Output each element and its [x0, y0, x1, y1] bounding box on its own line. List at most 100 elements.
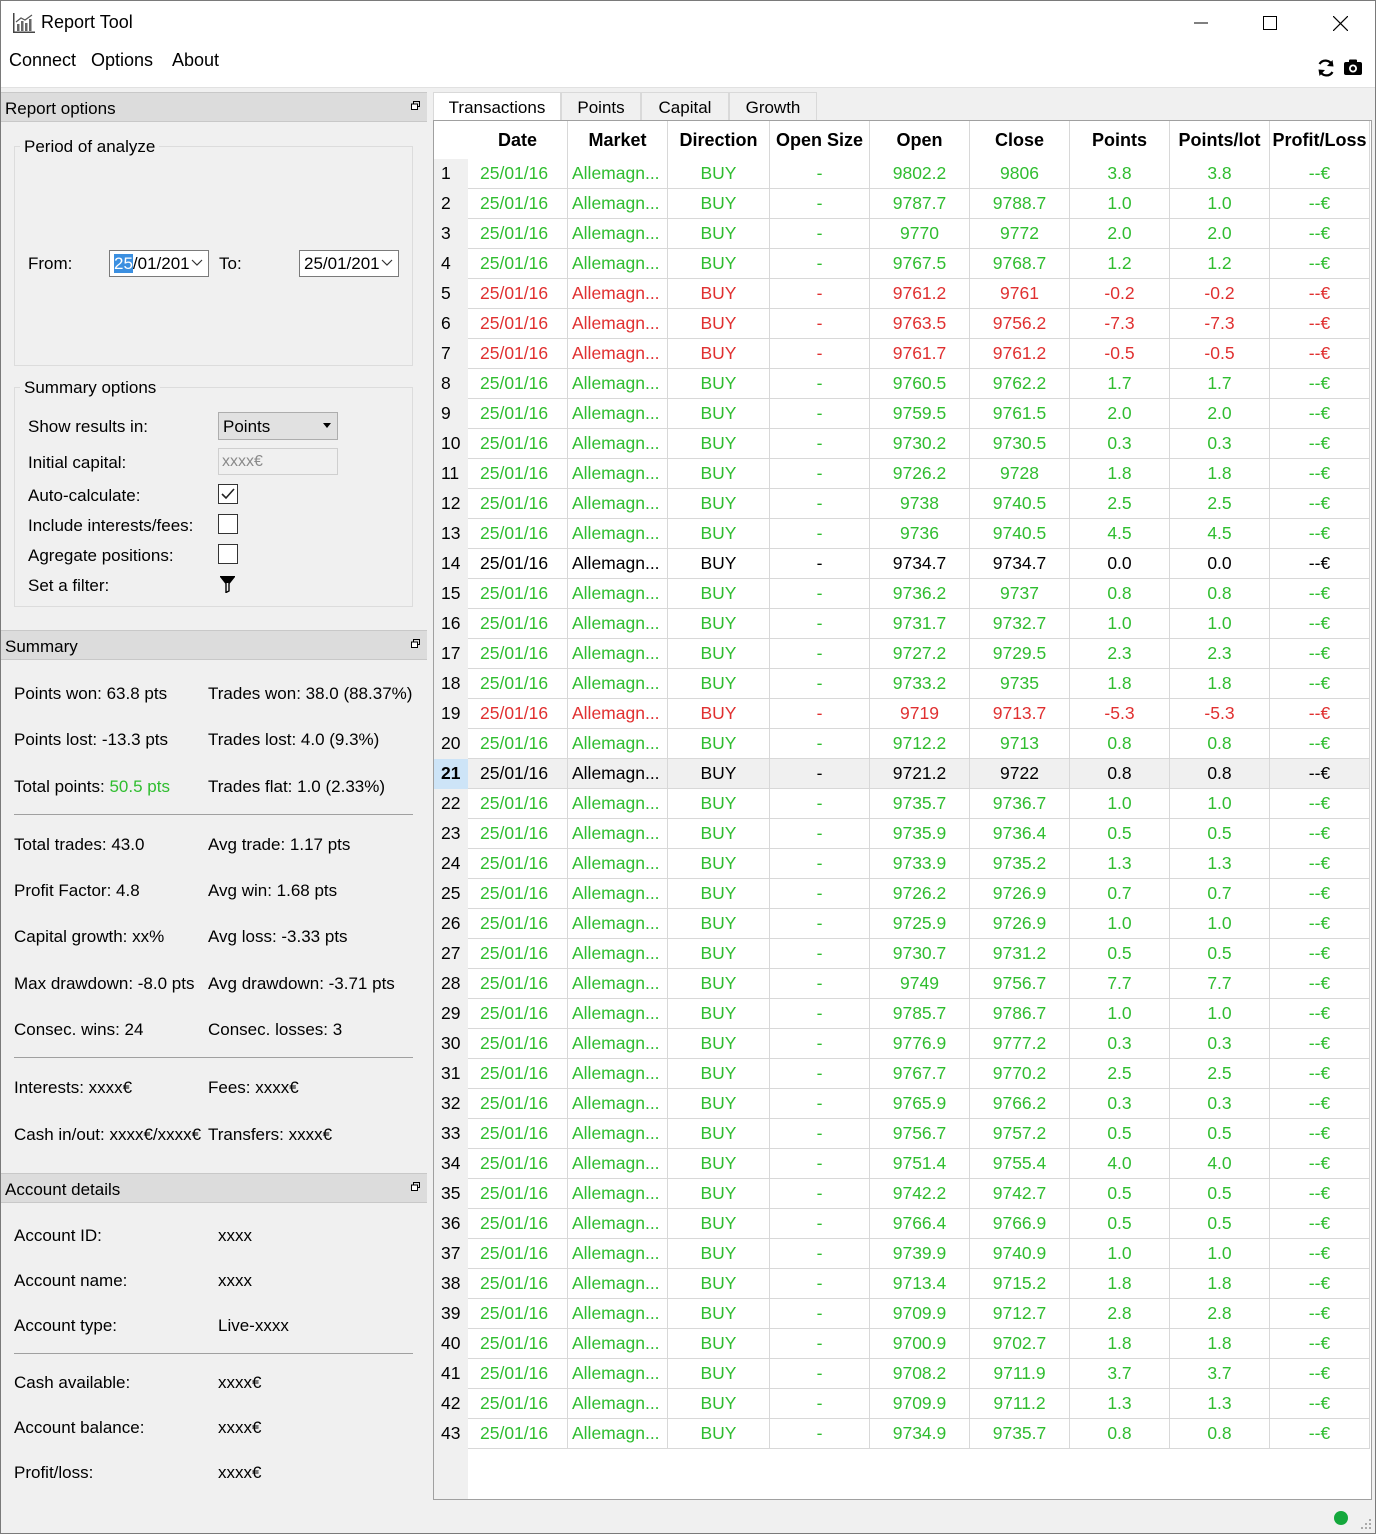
- cell-market[interactable]: Allemagn...: [568, 999, 668, 1029]
- close-button[interactable]: [1306, 0, 1374, 46]
- cell-close[interactable]: 9740.5: [970, 519, 1070, 549]
- cell-open[interactable]: 9733.2: [870, 669, 970, 699]
- row-number[interactable]: 43: [434, 1419, 468, 1449]
- cell-open-size[interactable]: -: [770, 1059, 870, 1089]
- row-number[interactable]: 31: [434, 1059, 468, 1089]
- cell-close[interactable]: 9702.7: [970, 1329, 1070, 1359]
- table-row[interactable]: 1 25/01/16 Allemagn... BUY -9802.2 9806 3.8 3.8…: [434, 159, 1370, 189]
- float-icon[interactable]: [411, 1182, 420, 1191]
- cell-market[interactable]: Allemagn...: [568, 1359, 668, 1389]
- cell-points[interactable]: 0.3: [1070, 1089, 1170, 1119]
- cell-date[interactable]: 25/01/16: [468, 549, 568, 579]
- cell-points[interactable]: -7.3: [1070, 309, 1170, 339]
- table-row[interactable]: 26 25/01/16 Allemagn... BUY -9725.9 9726.9 1.0…: [434, 909, 1370, 939]
- table-row[interactable]: 37 25/01/16 Allemagn... BUY -9739.9 9740.9 1.0…: [434, 1239, 1370, 1269]
- cell-close[interactable]: 9768.7: [970, 249, 1070, 279]
- cell-market[interactable]: Allemagn...: [568, 1389, 668, 1419]
- cell-market[interactable]: Allemagn...: [568, 609, 668, 639]
- cell-open-size[interactable]: -: [770, 1389, 870, 1419]
- table-row[interactable]: 42 25/01/16 Allemagn... BUY -9709.9 9711.2 1.3…: [434, 1389, 1370, 1419]
- cell-open[interactable]: 9730.2: [870, 429, 970, 459]
- cell-profit-loss[interactable]: --€: [1270, 1029, 1370, 1059]
- row-number[interactable]: 28: [434, 969, 468, 999]
- cell-market[interactable]: Allemagn...: [568, 1149, 668, 1179]
- cell-open-size[interactable]: -: [770, 249, 870, 279]
- cell-points-per-lot[interactable]: 0.5: [1170, 1209, 1270, 1239]
- cell-close[interactable]: 9756.2: [970, 309, 1070, 339]
- cell-open[interactable]: 9719: [870, 699, 970, 729]
- cell-open-size[interactable]: -: [770, 519, 870, 549]
- cell-close[interactable]: 9735.2: [970, 849, 1070, 879]
- cell-points[interactable]: -0.5: [1070, 339, 1170, 369]
- table-row[interactable]: 31 25/01/16 Allemagn... BUY -9767.7 9770.2 2.5…: [434, 1059, 1370, 1089]
- row-number[interactable]: 40: [434, 1329, 468, 1359]
- cell-date[interactable]: 25/01/16: [468, 699, 568, 729]
- cell-points-per-lot[interactable]: 0.3: [1170, 1089, 1270, 1119]
- cell-points-per-lot[interactable]: 0.8: [1170, 1419, 1270, 1449]
- row-number[interactable]: 16: [434, 609, 468, 639]
- show-results-select[interactable]: Points: [218, 412, 338, 440]
- cell-market[interactable]: Allemagn...: [568, 819, 668, 849]
- cell-points[interactable]: 0.3: [1070, 1029, 1170, 1059]
- auto-calculate-checkbox[interactable]: [218, 484, 238, 504]
- cell-points-per-lot[interactable]: 1.0: [1170, 789, 1270, 819]
- to-date-field[interactable]: 25/01/201: [299, 250, 399, 277]
- cell-points[interactable]: 1.8: [1070, 1329, 1170, 1359]
- cell-close[interactable]: 9726.9: [970, 909, 1070, 939]
- cell-open-size[interactable]: -: [770, 459, 870, 489]
- table-row[interactable]: 10 25/01/16 Allemagn... BUY -9730.2 9730.5 0.3…: [434, 429, 1370, 459]
- cell-date[interactable]: 25/01/16: [468, 279, 568, 309]
- table-row[interactable]: 25 25/01/16 Allemagn... BUY -9726.2 9726.9 0.7…: [434, 879, 1370, 909]
- cell-points-per-lot[interactable]: 0.8: [1170, 759, 1270, 789]
- row-number[interactable]: 7: [434, 339, 468, 369]
- cell-direction[interactable]: BUY: [668, 1239, 770, 1269]
- cell-points[interactable]: 1.3: [1070, 1389, 1170, 1419]
- float-icon[interactable]: [411, 639, 420, 648]
- cell-close[interactable]: 9806: [970, 159, 1070, 189]
- cell-open-size[interactable]: -: [770, 999, 870, 1029]
- cell-profit-loss[interactable]: --€: [1270, 909, 1370, 939]
- cell-profit-loss[interactable]: --€: [1270, 1149, 1370, 1179]
- cell-points-per-lot[interactable]: 1.0: [1170, 999, 1270, 1029]
- row-number[interactable]: 24: [434, 849, 468, 879]
- cell-direction[interactable]: BUY: [668, 609, 770, 639]
- cell-profit-loss[interactable]: --€: [1270, 1359, 1370, 1389]
- table-row[interactable]: 14 25/01/16 Allemagn... BUY -9734.7 9734.7 0.0…: [434, 549, 1370, 579]
- cell-date[interactable]: 25/01/16: [468, 1329, 568, 1359]
- column-header-open[interactable]: Open: [870, 121, 970, 159]
- cell-points-per-lot[interactable]: 0.8: [1170, 729, 1270, 759]
- cell-open-size[interactable]: -: [770, 579, 870, 609]
- resize-grip-icon[interactable]: [1360, 1518, 1372, 1530]
- cell-points[interactable]: 2.5: [1070, 489, 1170, 519]
- cell-open-size[interactable]: -: [770, 1119, 870, 1149]
- cell-direction[interactable]: BUY: [668, 639, 770, 669]
- table-row[interactable]: 21 25/01/16 Allemagn... BUY -9721.2 9722 0.8 0.…: [434, 759, 1370, 789]
- cell-open[interactable]: 9736.2: [870, 579, 970, 609]
- cell-profit-loss[interactable]: --€: [1270, 699, 1370, 729]
- table-row[interactable]: 19 25/01/16 Allemagn... BUY -9719 9713.7 -5.3-…: [434, 699, 1370, 729]
- cell-date[interactable]: 25/01/16: [468, 1179, 568, 1209]
- cell-direction[interactable]: BUY: [668, 999, 770, 1029]
- row-number[interactable]: 22: [434, 789, 468, 819]
- column-header-points[interactable]: Points: [1070, 121, 1170, 159]
- cell-market[interactable]: Allemagn...: [568, 729, 668, 759]
- cell-date[interactable]: 25/01/16: [468, 969, 568, 999]
- cell-points-per-lot[interactable]: 7.7: [1170, 969, 1270, 999]
- cell-close[interactable]: 9766.2: [970, 1089, 1070, 1119]
- cell-market[interactable]: Allemagn...: [568, 699, 668, 729]
- cell-profit-loss[interactable]: --€: [1270, 339, 1370, 369]
- from-date-field[interactable]: 25/01/201: [109, 250, 209, 277]
- cell-direction[interactable]: BUY: [668, 1179, 770, 1209]
- cell-date[interactable]: 25/01/16: [468, 339, 568, 369]
- table-row[interactable]: 39 25/01/16 Allemagn... BUY -9709.9 9712.7 2.8…: [434, 1299, 1370, 1329]
- cell-points-per-lot[interactable]: 0.3: [1170, 1029, 1270, 1059]
- cell-points-per-lot[interactable]: 4.5: [1170, 519, 1270, 549]
- cell-open[interactable]: 9730.7: [870, 939, 970, 969]
- row-number[interactable]: 30: [434, 1029, 468, 1059]
- cell-close[interactable]: 9761: [970, 279, 1070, 309]
- cell-open-size[interactable]: -: [770, 1029, 870, 1059]
- cell-open-size[interactable]: -: [770, 669, 870, 699]
- cell-date[interactable]: 25/01/16: [468, 1269, 568, 1299]
- cell-points-per-lot[interactable]: 1.7: [1170, 369, 1270, 399]
- cell-close[interactable]: 9761.2: [970, 339, 1070, 369]
